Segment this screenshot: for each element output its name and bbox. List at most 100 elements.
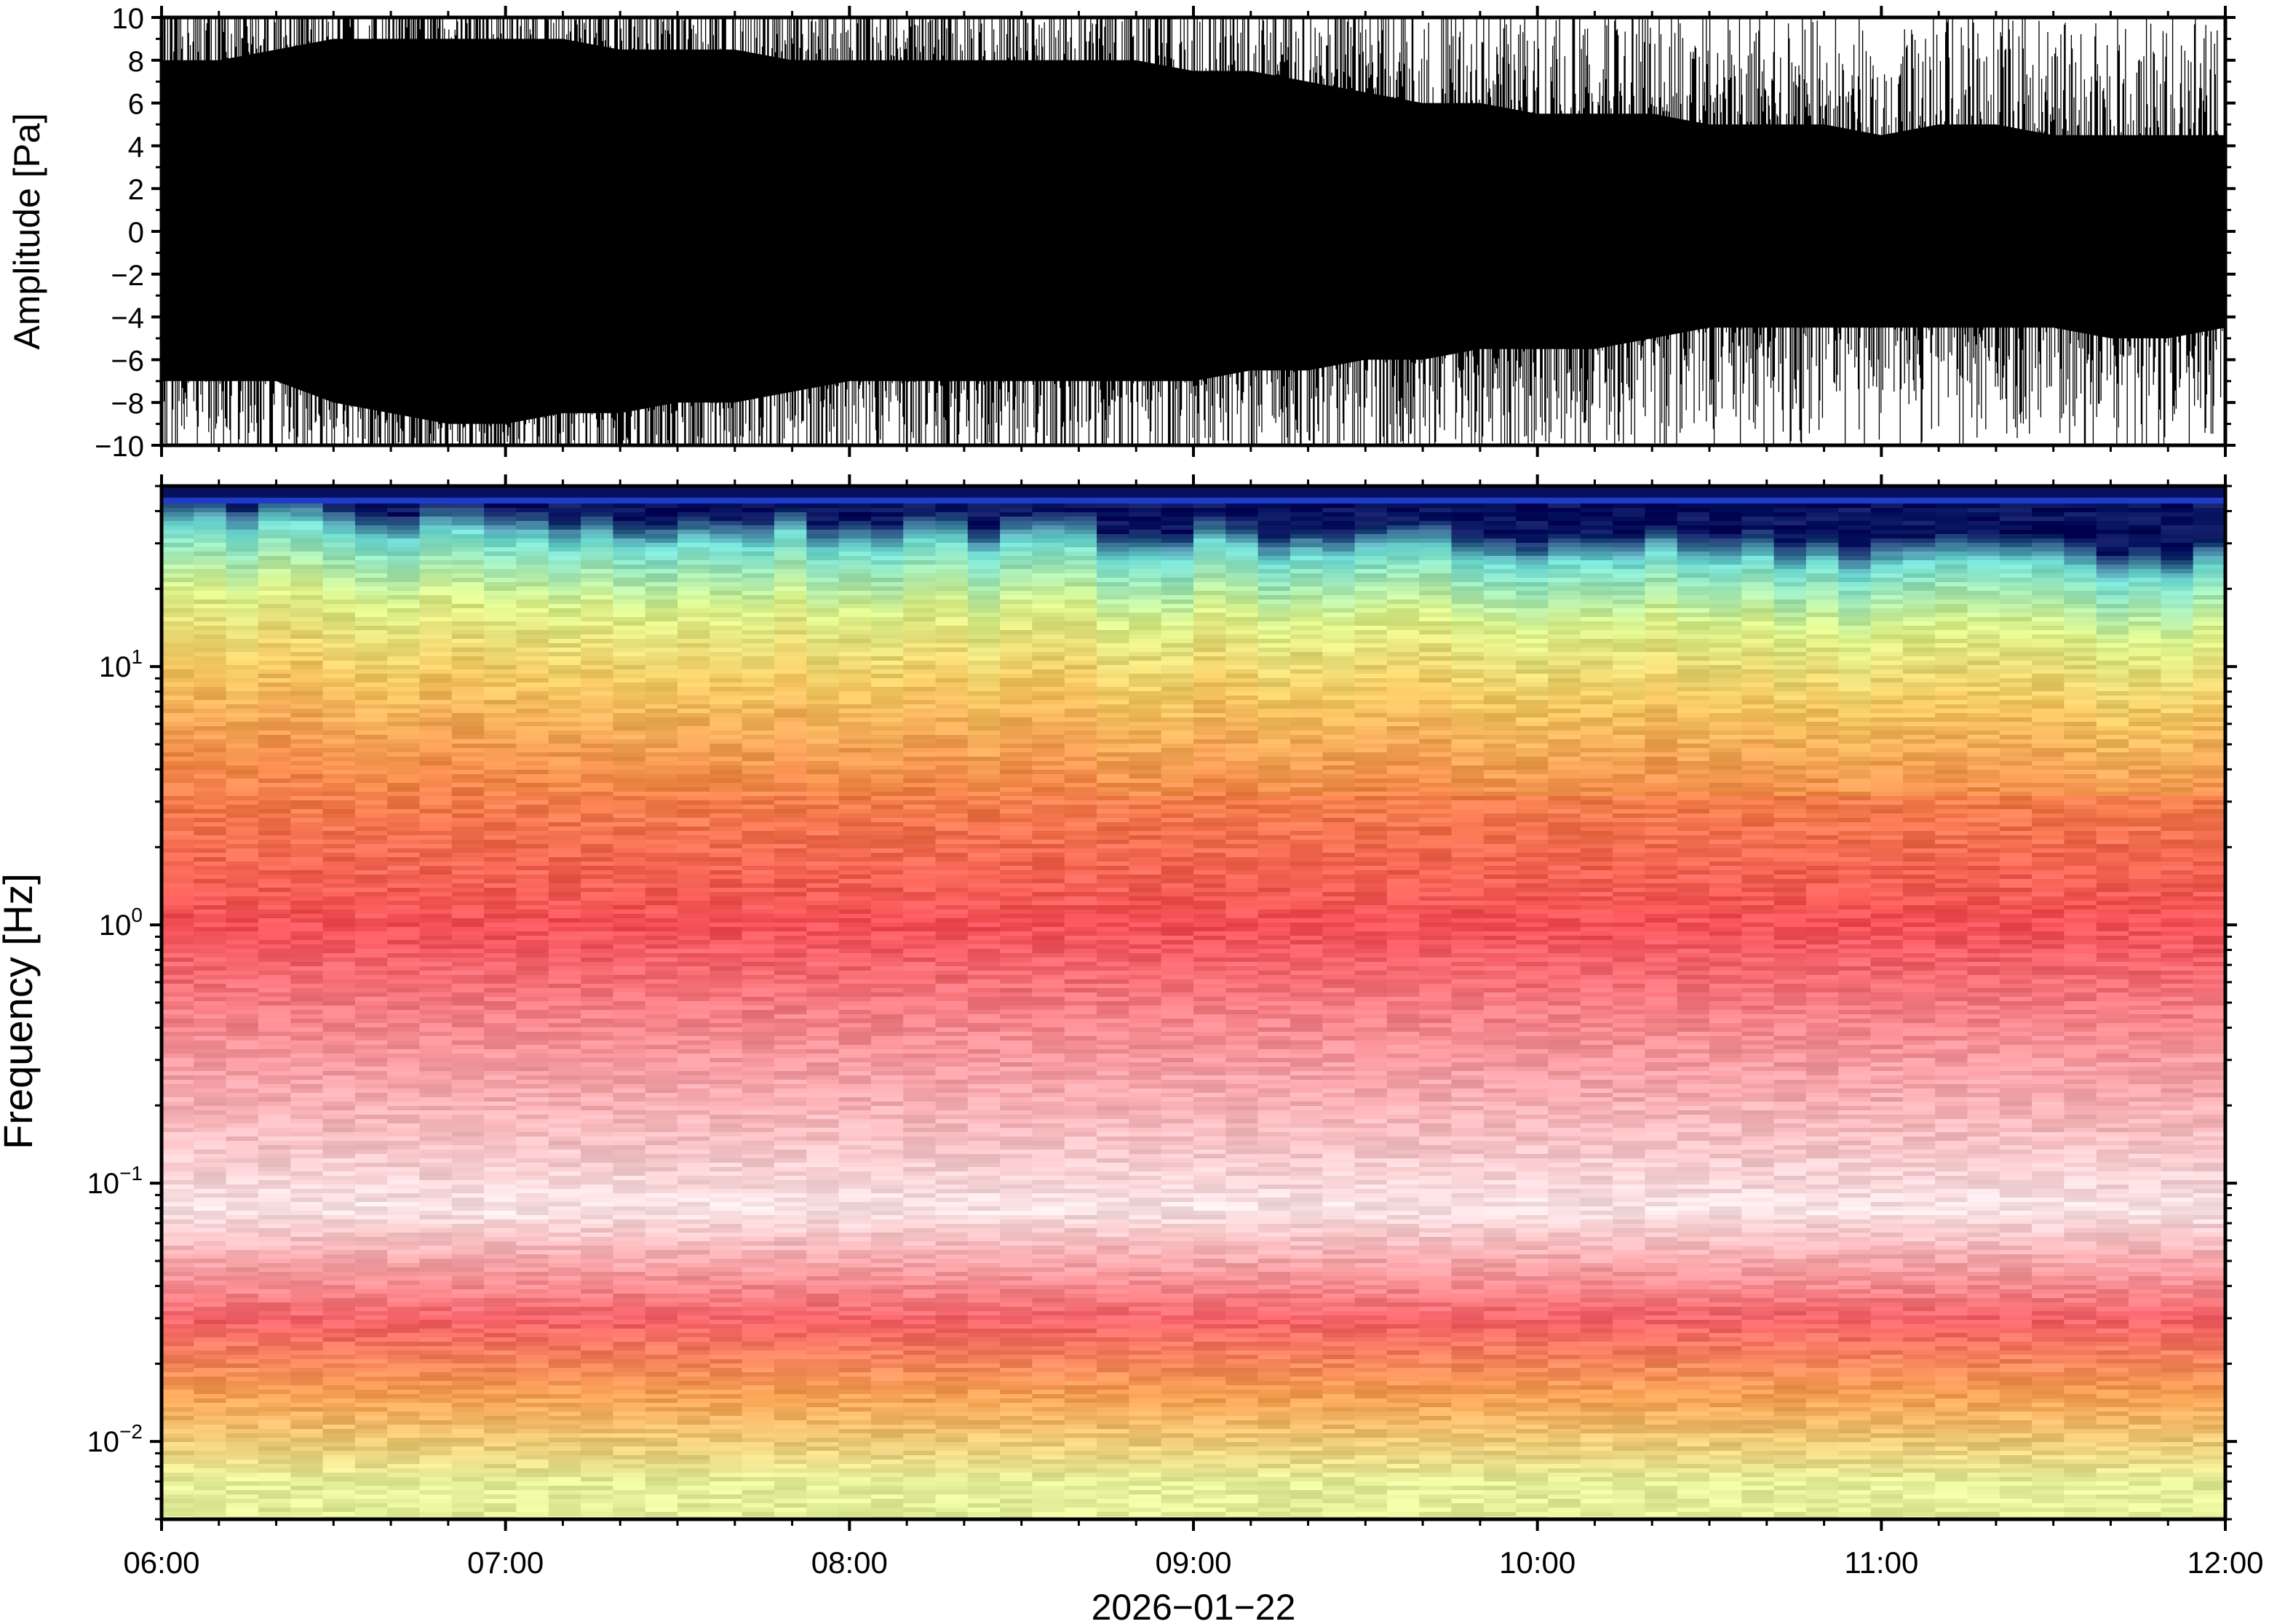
spectrogram-cell [677,953,710,958]
spectrogram-cell [162,1490,194,1495]
spectrogram-cell [645,735,678,740]
spectrogram-cell [354,1189,388,1194]
spectrogram-cell [774,565,807,570]
spectrogram-cell [162,1141,194,1146]
spectrogram-cell [226,552,259,557]
spectrogram-cell [354,1355,388,1360]
spectrogram-cell [710,512,743,517]
spectrogram-cell [710,896,743,901]
spectrogram-cell [710,678,743,683]
spectrogram-cell [387,1276,421,1281]
spectrogram-cell [258,1412,291,1417]
spectrogram-cell [387,1333,421,1338]
spectrogram-cell [290,1102,324,1107]
spectrogram-cell [548,787,581,792]
spectrogram-cell [162,1407,194,1412]
spectrogram-cell [742,1215,775,1220]
spectrogram-cell [419,1368,453,1373]
spectrogram-cell [387,966,421,971]
spectrogram-cell [387,709,421,714]
spectrogram-cell [677,552,710,557]
spectrogram-cell [322,813,356,819]
spectrogram-cell [806,565,840,570]
spectrogram-cell [194,992,227,998]
spectrogram-cell [387,1110,421,1115]
spectrogram-cell [419,1468,453,1473]
spectrogram-cell [516,1075,549,1080]
spectrogram-cell [451,1067,485,1072]
spectrogram-cell [226,831,259,836]
spectrogram-cell [484,879,517,884]
spectrogram-cell [322,617,356,622]
spectrogram-cell [516,975,549,980]
spectrogram-cell [645,984,678,989]
spectrogram-cell [645,875,678,880]
spectrogram-cell [774,1054,807,1059]
spectrogram-cell [194,1080,227,1085]
spectrogram-cell [645,1398,678,1404]
spectrogram-cell [613,1333,646,1338]
spectrogram-cell [645,896,678,901]
spectrogram-cell [451,1377,485,1382]
spectrogram-cell [548,1054,581,1059]
spectrogram-cell [387,953,421,958]
spectrogram-cell [742,1097,775,1102]
spectrogram-cell [742,630,775,635]
spectrogram-cell [677,578,710,583]
spectrogram-cell [710,774,743,779]
spectrogram-cell [677,508,710,513]
spectrogram-cell [194,1189,227,1194]
spectrogram-cell [387,1451,421,1456]
waveform-y-tick-label: −6 [111,345,144,377]
spectrogram-cell [710,552,743,557]
spectrogram-cell [451,914,485,919]
spectrogram-cell [774,1333,807,1338]
spectrogram-cell [258,861,291,867]
spectrogram-cell [354,835,388,840]
spectrogram-cell [516,600,549,605]
spectrogram-cell [226,923,259,928]
spectrogram-cell [162,962,194,967]
spectrogram-cell [387,992,421,998]
spectrogram-cell [322,565,356,570]
spectrogram-cell [419,503,453,509]
spectrogram-cell [387,1420,421,1425]
spectrogram-cell [290,1364,324,1369]
spectrogram-cell [354,1420,388,1425]
spectrogram-cell [548,722,581,727]
spectrogram-cell [645,626,678,631]
spectrogram-cell [774,1442,807,1447]
spectrogram-cell [710,1254,743,1259]
spectrogram-cell [581,1420,613,1425]
spectrogram-cell [710,1071,743,1076]
spectrogram-cell [194,1425,227,1430]
spectrogram-cell [516,888,549,893]
spectrogram-cell [419,582,453,587]
spectrogram-cell [774,774,807,779]
spectrogram-cell [322,1093,356,1098]
spectrogram-cell [774,652,807,657]
spectrogram-cell [290,669,324,674]
spectrogram-cell [710,1276,743,1281]
spectrogram-cell [387,1416,421,1421]
spectrogram-cell [548,1350,581,1356]
spectrogram-cell [194,1062,227,1067]
spectrogram-cell [710,1241,743,1246]
spectrogram-cell [162,1355,194,1360]
spectrogram-cell [742,626,775,631]
spectrogram-cell [226,1071,259,1076]
spectrogram-cell [451,1137,485,1142]
spectrogram-cell [548,1219,581,1225]
spectrogram-cell [548,1311,581,1316]
spectrogram-cell [645,1010,678,1015]
spectrogram-cell [258,1137,291,1142]
spectrogram-cell [162,1167,194,1172]
spectrogram-cell [742,1477,775,1482]
spectrogram-cell [548,1023,581,1028]
spectrogram-cell [548,1176,581,1181]
spectrogram-cell [484,783,517,788]
spectrogram-cell [484,1185,517,1190]
spectrogram-cell [710,901,743,906]
spectrogram-cell [677,1412,710,1417]
spectrogram-cell [774,1368,807,1373]
